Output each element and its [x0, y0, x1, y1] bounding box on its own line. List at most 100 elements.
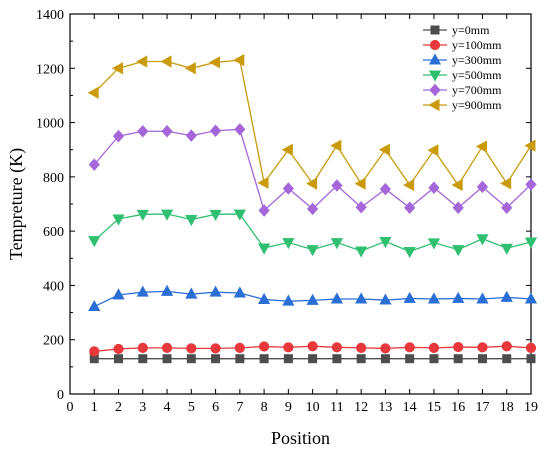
- data-point: [405, 354, 415, 364]
- data-point: [500, 290, 513, 302]
- x-tick-label: 2: [115, 400, 122, 415]
- data-point: [380, 343, 391, 354]
- legend-label: y=300mm: [452, 53, 502, 67]
- series-y=700mm: [88, 123, 537, 217]
- data-point: [380, 354, 390, 364]
- data-point: [259, 354, 269, 364]
- data-point: [476, 292, 489, 304]
- data-point: [160, 55, 172, 68]
- data-point: [233, 209, 246, 221]
- data-point: [453, 354, 463, 364]
- data-point: [209, 285, 222, 297]
- data-point: [160, 209, 174, 221]
- x-tick-label: 16: [451, 400, 465, 415]
- data-point: [209, 124, 222, 137]
- data-point: [186, 354, 196, 364]
- legend-item: y=0mm: [423, 23, 490, 37]
- data-point: [526, 354, 536, 364]
- data-point: [283, 342, 294, 353]
- data-point: [403, 247, 416, 259]
- legend-marker: [430, 25, 440, 35]
- legend-marker: [428, 98, 440, 112]
- data-point: [356, 354, 366, 364]
- data-point: [113, 343, 124, 355]
- data-point: [330, 238, 344, 250]
- x-tick-label: 9: [285, 400, 292, 415]
- data-point: [185, 287, 198, 299]
- data-point: [208, 56, 221, 69]
- data-point: [476, 180, 489, 194]
- data-point: [112, 288, 125, 300]
- data-point: [137, 125, 149, 138]
- data-point: [112, 129, 125, 143]
- x-tick-label: 14: [403, 400, 417, 415]
- data-point: [186, 343, 197, 354]
- y-tick-label: 0: [57, 388, 64, 403]
- data-point: [233, 54, 245, 67]
- x-tick-label: 7: [236, 400, 243, 415]
- data-point: [355, 246, 368, 258]
- data-point: [524, 292, 538, 304]
- data-point: [281, 143, 293, 156]
- data-point: [306, 177, 318, 190]
- data-point: [502, 354, 512, 364]
- x-tick-label: 19: [524, 400, 538, 415]
- data-point: [111, 62, 123, 75]
- data-point: [501, 341, 512, 352]
- data-point: [428, 181, 440, 194]
- data-point: [429, 354, 439, 364]
- data-point: [258, 204, 270, 217]
- data-point: [331, 179, 343, 192]
- data-point: [525, 178, 537, 191]
- y-tick-label: 600: [43, 225, 64, 240]
- data-point: [185, 215, 198, 227]
- data-point: [453, 341, 464, 353]
- data-point: [354, 177, 366, 190]
- data-point: [88, 236, 101, 248]
- data-point: [475, 140, 487, 153]
- data-point: [161, 125, 173, 138]
- series-y=100mm: [89, 341, 537, 357]
- data-point: [235, 354, 245, 364]
- x-tick-label: 10: [306, 400, 320, 415]
- x-tick-label: 18: [500, 400, 514, 415]
- data-point: [428, 342, 440, 353]
- legend-item: y=300mm: [423, 53, 502, 67]
- y-tick-label: 1200: [36, 62, 64, 77]
- legend-marker: [429, 39, 441, 51]
- data-point: [500, 243, 513, 255]
- data-point: [404, 201, 416, 215]
- series-y=0mm: [89, 354, 536, 364]
- data-point: [233, 286, 246, 298]
- data-point: [161, 342, 173, 353]
- data-point: [234, 342, 245, 353]
- data-point: [331, 342, 342, 353]
- x-tick-label: 11: [330, 400, 343, 415]
- data-point: [306, 293, 319, 305]
- y-tick-label: 200: [43, 334, 64, 349]
- data-point: [137, 342, 148, 353]
- data-point: [355, 201, 367, 214]
- x-tick-label: 3: [139, 400, 146, 415]
- data-point: [257, 176, 269, 189]
- x-tick-label: 1: [91, 400, 98, 415]
- data-point: [306, 245, 319, 257]
- data-point: [403, 178, 415, 192]
- data-point: [524, 237, 538, 249]
- data-point: [209, 209, 222, 221]
- data-point: [525, 342, 537, 353]
- data-point: [427, 292, 441, 304]
- legend-marker: [428, 53, 442, 65]
- data-point: [307, 341, 318, 352]
- legend-label: y=500mm: [452, 68, 502, 82]
- series-y=500mm: [88, 209, 538, 259]
- data-point: [332, 354, 342, 364]
- data-point: [136, 55, 148, 68]
- data-point: [307, 202, 319, 216]
- data-point: [308, 354, 318, 364]
- data-point: [234, 123, 246, 136]
- data-point: [112, 214, 125, 226]
- data-point: [136, 285, 149, 297]
- x-tick-label: 8: [261, 400, 268, 415]
